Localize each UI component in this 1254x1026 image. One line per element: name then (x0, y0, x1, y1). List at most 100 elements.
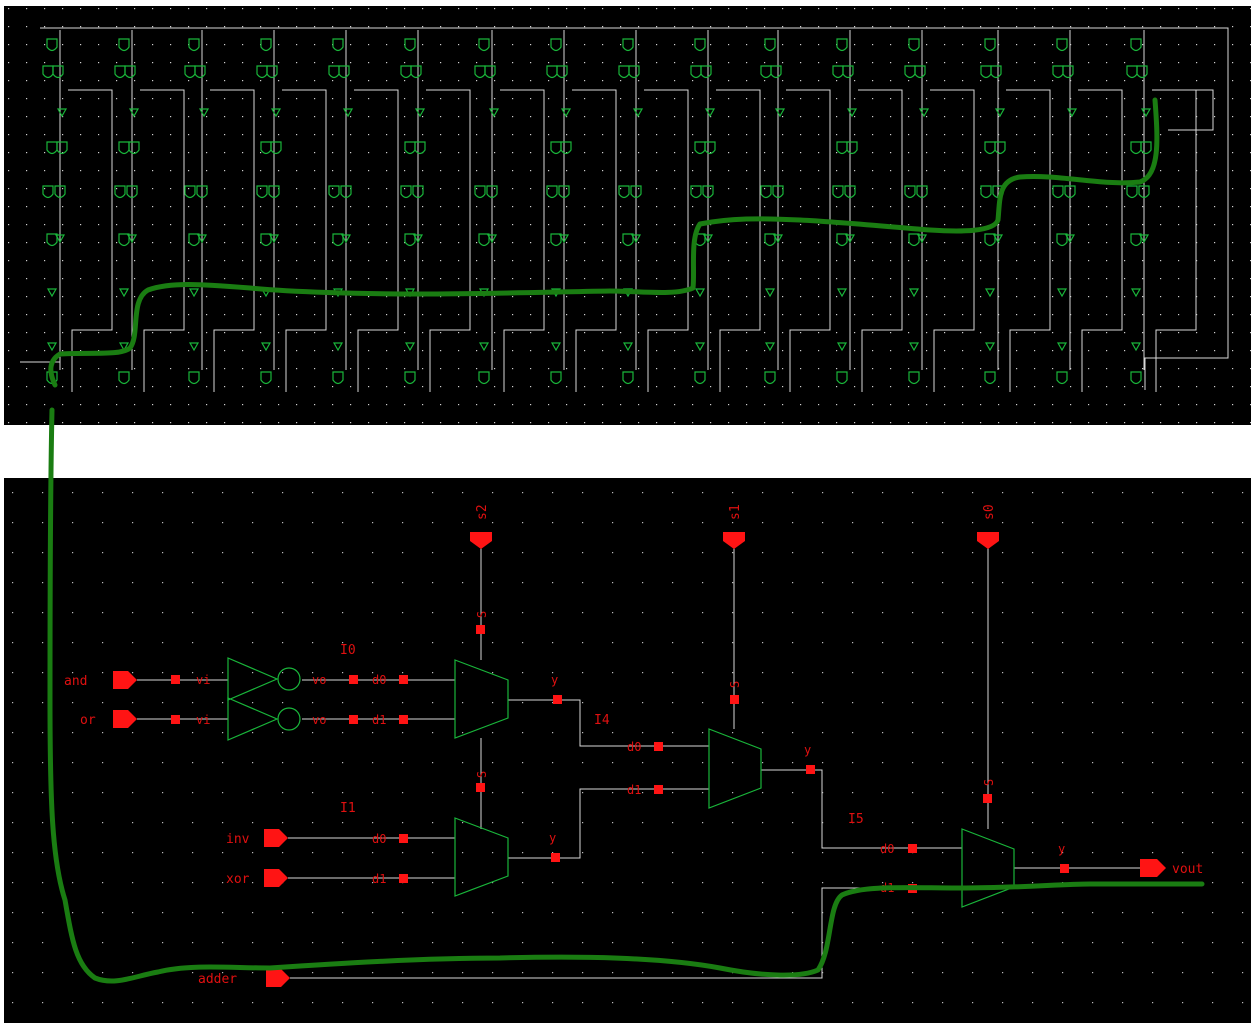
port-and[interactable]: and (64, 671, 137, 689)
inverter-gate (1066, 108, 1078, 118)
svg-text:S: S (475, 771, 489, 778)
nand-gate (560, 141, 572, 155)
inverter-gate (1140, 108, 1152, 118)
svg-text:d0: d0 (627, 740, 641, 754)
and-gate (338, 65, 350, 79)
port-vout[interactable]: vout (1140, 859, 1203, 877)
xor-gate (478, 233, 490, 247)
output-gate (332, 371, 344, 385)
and-gate (52, 65, 64, 79)
and-gate (842, 65, 854, 79)
xor-gate (404, 233, 416, 247)
inverter-gate (694, 342, 706, 352)
output-gate (908, 371, 920, 385)
inverter-gate (118, 342, 130, 352)
xor-gate (46, 233, 58, 247)
inverter-gate (196, 234, 208, 244)
inverter-gate (916, 234, 928, 244)
and-gate (484, 65, 496, 79)
mux-i1[interactable] (454, 817, 509, 897)
inverter-gate (836, 288, 848, 298)
buffer-gate (478, 38, 490, 52)
svg-text:d1: d1 (372, 872, 386, 886)
inverter-gate (908, 288, 920, 298)
output-gate (764, 371, 776, 385)
port-xor[interactable]: xor (226, 869, 288, 887)
port-inv[interactable]: inv (226, 829, 288, 847)
port-adder[interactable]: adder (198, 969, 290, 987)
buffer-gate (188, 38, 200, 52)
inverter-and[interactable] (227, 657, 301, 701)
inverter-gate (188, 342, 200, 352)
svg-text:d0: d0 (880, 842, 894, 856)
mux-i0[interactable] (454, 659, 509, 739)
or-gate (546, 185, 558, 199)
adder-column-wire (921, 30, 975, 392)
port-or[interactable]: or (80, 710, 137, 728)
nand-gate (1140, 141, 1152, 155)
or-gate (268, 185, 280, 199)
and-gate (990, 65, 1002, 79)
xor-gate (332, 233, 344, 247)
or-gate (1138, 185, 1150, 199)
inverter-gate (260, 342, 272, 352)
inverter-gate (694, 288, 706, 298)
nand-gate (846, 141, 858, 155)
or-gate (690, 185, 702, 199)
or-gate (630, 185, 642, 199)
inverter-gate (772, 234, 784, 244)
port-s2[interactable]: s2 (470, 504, 492, 549)
svg-text:d0: d0 (372, 673, 386, 687)
inverter-gate (340, 234, 352, 244)
and-gate (556, 65, 568, 79)
bottom-mux-schematic: and or inv xor adder s2 s1 s0 (4, 478, 1251, 1023)
port-vout-label: vout (1172, 862, 1203, 877)
and-gate (266, 65, 278, 79)
or-gate (1052, 185, 1064, 199)
buffer-gate (836, 38, 848, 52)
inverter-gate (632, 108, 644, 118)
svg-text:y: y (549, 831, 556, 845)
svg-text:vo: vo (312, 713, 326, 727)
inverter-gate (56, 108, 68, 118)
inverter-gate (478, 342, 490, 352)
port-and-label: and (64, 674, 87, 689)
or-gate (980, 185, 992, 199)
inverter-gate (412, 234, 424, 244)
output-gate (984, 371, 996, 385)
inverter-gate (1130, 288, 1142, 298)
nand-gate (994, 141, 1006, 155)
nand-gate (128, 141, 140, 155)
nand-gate (56, 141, 68, 155)
xor-gate (764, 233, 776, 247)
and-gate (194, 65, 206, 79)
output-gate (118, 371, 130, 385)
mux-i4[interactable] (708, 728, 762, 809)
inverter-or[interactable] (227, 697, 301, 741)
output-gate (478, 371, 490, 385)
or-gate (114, 185, 126, 199)
adder-column-wire (491, 30, 545, 392)
inverter-gate (332, 342, 344, 352)
port-s1[interactable]: s1 (723, 504, 745, 549)
or-gate (558, 185, 570, 199)
inverter-gate (1064, 234, 1076, 244)
inverter-gate (118, 288, 130, 298)
adder-gate-columns (42, 30, 1197, 392)
or-gate (916, 185, 928, 199)
inverter-gate (198, 108, 210, 118)
svg-text:vi: vi (196, 713, 210, 727)
svg-text:d1: d1 (627, 783, 641, 797)
buffer-gate (764, 38, 776, 52)
port-s0[interactable]: s0 (977, 504, 999, 549)
inverter-gate (560, 108, 572, 118)
buffer-gate (622, 38, 634, 52)
svg-text:y: y (551, 673, 558, 687)
or-gate (474, 185, 486, 199)
inverter-gate (836, 342, 848, 352)
svg-text:vi: vi (196, 673, 210, 687)
svg-text:S: S (728, 681, 742, 688)
and-gate (914, 65, 926, 79)
nand-gate (704, 141, 716, 155)
inverter-gate (702, 234, 714, 244)
